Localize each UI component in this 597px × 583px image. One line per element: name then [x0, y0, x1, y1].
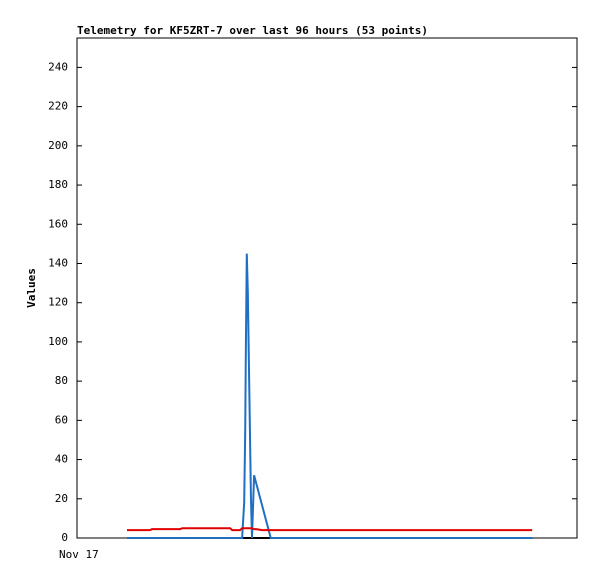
y-tick-label: 140 [48, 256, 68, 269]
y-tick-label: 180 [48, 178, 68, 191]
y-axis-label: Values [25, 268, 38, 308]
y-tick-label: 80 [55, 374, 68, 387]
y-tick-label: 100 [48, 335, 68, 348]
y-tick-label: 200 [48, 139, 68, 152]
chart-title: Telemetry for KF5ZRT-7 over last 96 hour… [77, 24, 428, 37]
y-tick-label: 120 [48, 296, 68, 309]
y-tick-label: 20 [55, 492, 68, 505]
data-line [127, 253, 533, 539]
x-tick-label: Nov 17 [59, 548, 99, 561]
plot-frame [76, 37, 578, 539]
y-tick-label: 60 [55, 413, 68, 426]
y-tick-label: 240 [48, 60, 68, 73]
y-tick-label: 0 [61, 531, 68, 544]
y-tick-label: 160 [48, 217, 68, 230]
data-line [127, 527, 533, 532]
y-tick-label: 40 [55, 453, 68, 466]
y-tick-label: 220 [48, 100, 68, 113]
